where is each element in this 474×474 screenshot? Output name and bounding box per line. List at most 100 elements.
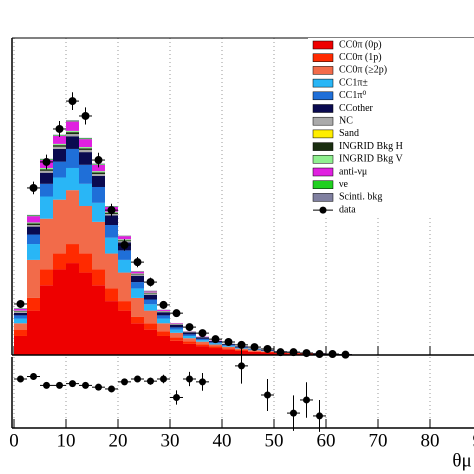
ratio-point bbox=[290, 409, 297, 417]
bar-segment bbox=[79, 164, 92, 184]
data-point bbox=[68, 97, 77, 106]
data-point bbox=[94, 156, 103, 165]
legend-label: CC0π (≥2p) bbox=[339, 65, 387, 76]
x-tick-label: 20 bbox=[109, 430, 128, 451]
bar-segment bbox=[196, 338, 209, 341]
bar-segment bbox=[27, 259, 40, 298]
x-tick-label: 60 bbox=[317, 430, 336, 451]
bar-segment bbox=[66, 120, 79, 121]
bar-segment bbox=[92, 173, 105, 176]
bar-segment bbox=[196, 344, 209, 347]
ratio-point bbox=[316, 412, 323, 420]
legend-swatch bbox=[312, 78, 334, 88]
ratio-point bbox=[134, 375, 141, 383]
bar-segment bbox=[105, 253, 118, 289]
bar-segment bbox=[183, 332, 196, 335]
bar-segment bbox=[14, 318, 27, 324]
bar-segment bbox=[157, 309, 170, 311]
bar-segment bbox=[183, 341, 196, 344]
bar-segment bbox=[92, 269, 105, 286]
bar-segment bbox=[170, 327, 183, 330]
data-point bbox=[81, 111, 90, 120]
data-point bbox=[107, 206, 116, 215]
legend-label: NC bbox=[339, 115, 353, 126]
ratio-point bbox=[17, 375, 24, 383]
legend-label: INGRID Bkg V bbox=[339, 154, 403, 165]
legend-label: INGRID Bkg H bbox=[339, 141, 403, 152]
data-point bbox=[185, 323, 194, 332]
bar-segment bbox=[183, 334, 196, 336]
legend-label: Sand bbox=[339, 128, 359, 139]
legend-swatch bbox=[312, 91, 334, 101]
x-tick-label: 50 bbox=[265, 430, 284, 451]
ratio-point bbox=[147, 377, 154, 385]
bar-segment bbox=[27, 216, 40, 223]
bar-segment bbox=[53, 146, 66, 149]
bar-segment bbox=[261, 352, 274, 355]
bar-segment bbox=[118, 250, 131, 260]
bar-segment bbox=[53, 253, 66, 270]
data-point bbox=[29, 183, 38, 192]
legend-label: anti-νμ bbox=[339, 166, 367, 177]
bar-segment bbox=[27, 310, 40, 355]
bar-segment bbox=[14, 311, 27, 313]
bar-segment bbox=[27, 234, 40, 245]
bar-segment bbox=[14, 311, 27, 312]
bar-segment bbox=[92, 175, 105, 187]
bar-segment bbox=[157, 315, 170, 319]
bar-segment bbox=[183, 335, 196, 339]
x-axis-label: θμ bbox=[452, 450, 471, 471]
bar-segment bbox=[209, 343, 222, 345]
bar-segment bbox=[105, 225, 118, 238]
data-point bbox=[133, 258, 142, 267]
ratio-point bbox=[121, 378, 128, 386]
bar-segment bbox=[144, 304, 157, 311]
bar-segment bbox=[66, 190, 79, 245]
data-point bbox=[250, 343, 259, 352]
bar-segment bbox=[131, 282, 144, 289]
bar-segment bbox=[144, 293, 157, 294]
data-point bbox=[159, 300, 168, 309]
legend-label: CCother bbox=[339, 103, 374, 114]
bar-segment bbox=[14, 335, 27, 355]
bar-segment bbox=[92, 171, 105, 173]
ratio-point bbox=[108, 385, 115, 393]
bar-segment bbox=[209, 348, 222, 355]
bar-segment bbox=[157, 318, 170, 324]
data-point bbox=[302, 349, 311, 358]
bar-segment bbox=[40, 170, 53, 173]
bar-segment bbox=[170, 332, 183, 338]
bar-segment bbox=[66, 134, 79, 137]
x-tick-label: 10 bbox=[57, 430, 76, 451]
bar-segment bbox=[248, 351, 261, 352]
x-tick-label: 70 bbox=[369, 430, 388, 451]
bar-segment bbox=[79, 138, 92, 140]
bar-segment bbox=[105, 237, 118, 254]
bar-segment bbox=[196, 346, 209, 355]
bar-segment bbox=[53, 269, 66, 355]
legend-label: data bbox=[339, 204, 356, 215]
x-tick-label: 80 bbox=[421, 430, 440, 451]
bar-segment bbox=[40, 172, 53, 184]
ratio-point bbox=[238, 362, 245, 370]
bar-segment bbox=[157, 323, 170, 332]
bar-segment bbox=[66, 130, 79, 133]
bar-segment bbox=[14, 312, 27, 316]
bar-segment bbox=[131, 271, 144, 274]
data-point bbox=[211, 335, 220, 344]
data-point bbox=[16, 299, 25, 308]
data-point bbox=[224, 338, 233, 347]
bar-segment bbox=[170, 329, 183, 333]
x-tick-label: 40 bbox=[213, 430, 232, 451]
legend-label: CC0π (1p) bbox=[339, 52, 382, 63]
bar-segment bbox=[105, 288, 118, 302]
bar-segment bbox=[40, 285, 53, 355]
bar-segment bbox=[92, 221, 105, 270]
legend-swatch bbox=[312, 53, 334, 62]
bar-segment bbox=[79, 206, 92, 254]
bar-segment bbox=[131, 274, 144, 275]
legend-swatch bbox=[312, 104, 334, 113]
legend-swatch bbox=[312, 142, 334, 151]
bar-segment bbox=[79, 147, 92, 149]
bar-segment bbox=[92, 285, 105, 355]
